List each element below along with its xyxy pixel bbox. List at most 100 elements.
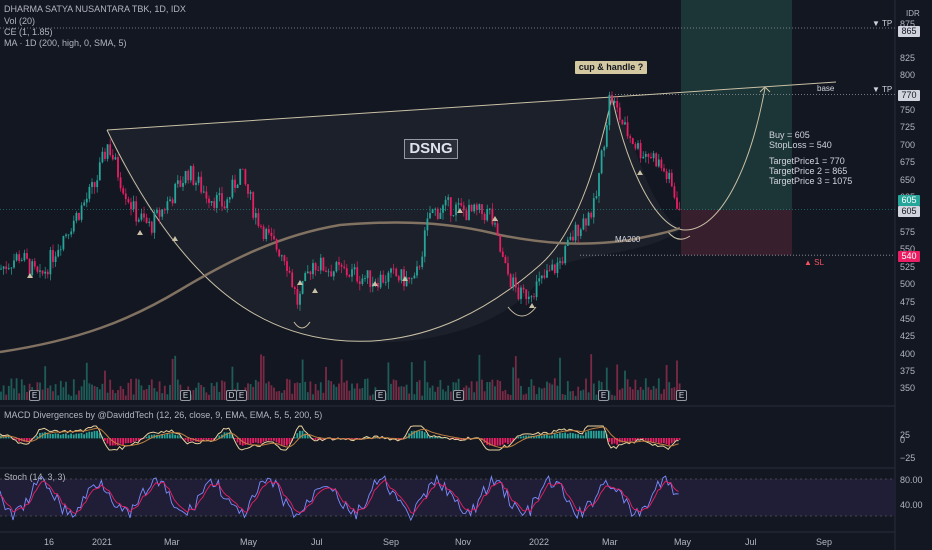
candle-body [169,199,171,202]
volume-bar [577,386,580,400]
candle-body [18,254,21,261]
ma-legend[interactable]: MA · 1D (200, high, 0, SMA, 5) [4,38,127,48]
macd-histogram-bar [624,438,626,442]
volume-bar [39,382,41,400]
candle-body [202,191,205,193]
candle-body [379,274,382,288]
signal-triangle [312,288,318,293]
macd-histogram-bar [249,438,252,445]
volume-bar [96,386,99,400]
volume-bar [70,395,73,400]
candle-body [670,172,673,187]
tp1-label: ▼ TP [872,85,893,94]
volume-bar [210,382,213,400]
macd-histogram-bar [379,438,382,439]
earnings-marker[interactable]: E [598,390,609,401]
volume-bar [195,387,197,400]
macd-histogram-bar [260,438,262,444]
volume-bar [579,390,582,400]
candle-body [366,270,369,279]
candle-body [247,184,249,194]
candle-body [663,168,665,172]
currency-label: IDR [906,9,920,18]
macd-histogram-bar [130,438,132,443]
candle-body [642,156,645,159]
ma200-line [0,221,681,354]
candle-body [156,209,158,213]
volume-bar [439,380,442,400]
macd-histogram-bar [663,438,665,444]
symbol-legend[interactable]: DHARMA SATYA NUSANTARA TBK, 1D, IDX [4,4,186,14]
volume-bar [533,385,535,400]
candle-body [299,293,301,305]
volume-bar [494,386,496,400]
candle-body [226,199,229,209]
macd-histogram-bar [491,438,494,446]
earnings-marker[interactable]: E [453,390,464,401]
signal-triangle [492,216,498,221]
volume-bar [624,370,626,400]
macd-histogram-bar [197,438,200,442]
macd-pane-label[interactable]: MACD Divergences by @DaviddTech (12, 26,… [4,410,323,420]
candle-body [540,275,543,279]
volume-bar [564,394,567,400]
macd-histogram-bar [85,432,88,439]
stoch-pane-label[interactable]: Stoch (14, 3, 3) [4,472,66,482]
candle-body [629,136,632,139]
volume-bar [104,370,106,400]
earnings-marker[interactable]: E [676,390,687,401]
earnings-marker[interactable]: E [236,390,247,401]
base-line [611,81,837,98]
macd-histogram-bar [7,436,10,439]
macd-histogram-bar [543,434,546,439]
candle-body [416,266,418,276]
volume-bar [616,364,619,400]
volume-bar [10,378,13,400]
candle-body [460,203,463,206]
candle-body [530,296,533,298]
earnings-marker[interactable]: E [29,390,40,401]
y-tick: 400 [900,349,916,359]
candle-body [228,197,231,200]
volume-bar [517,378,520,400]
target-zone [681,0,792,210]
candle-body [182,183,184,187]
macd-histogram-bar [551,435,553,439]
volume-bar [325,366,327,400]
stoch-band [0,479,895,516]
earnings-marker[interactable]: E [180,390,191,401]
signal-triangle [372,281,378,286]
tp2-price-tag: 865 [898,26,920,37]
macd-histogram-bar [319,438,322,439]
volume-bar [392,379,395,400]
candle-body [637,143,639,149]
volume-bar [130,378,132,400]
volume-bar [572,390,574,400]
volume-bar [611,394,613,400]
candle-body [192,166,195,185]
volume-bar [343,382,346,400]
candle-body [70,231,73,235]
candle-body [426,218,429,231]
volume-bar [54,384,57,400]
candle-body [517,287,520,300]
candle-body [197,176,200,183]
x-tick: Mar [602,537,618,547]
macd-histogram-bar [234,438,236,440]
candle-body [377,283,379,288]
macd-histogram-bar [426,434,429,439]
earnings-marker[interactable]: E [375,390,386,401]
macd-histogram-bar [423,432,426,439]
macd-histogram-bar [504,438,507,443]
volume-legend[interactable]: Vol (20) [4,16,36,26]
candle-body [605,125,608,147]
ma200-label: MA200 [615,235,641,244]
stoch-k-line [0,474,679,522]
volume-bar [657,378,660,400]
macd-histogram-bar [226,432,228,439]
candle-body [392,268,395,270]
ce-legend[interactable]: CE (1, 1.85) [4,27,53,37]
candle-body [595,196,598,199]
